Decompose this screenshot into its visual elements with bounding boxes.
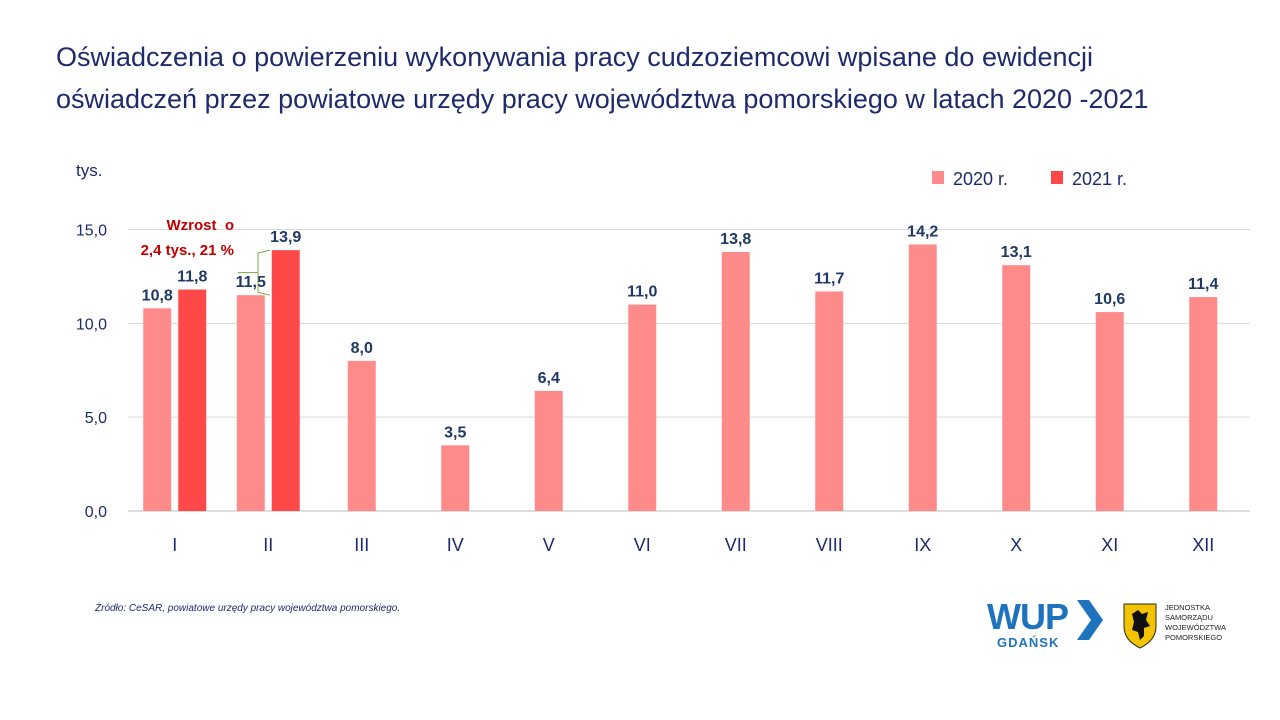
griffin-icon xyxy=(1132,610,1150,640)
bar-2020-II xyxy=(236,295,265,511)
y-unit-label: tys. xyxy=(76,161,102,180)
annotation-line-2: 2,4 tys., 21 % xyxy=(141,242,234,259)
data-label: 10,6 xyxy=(1094,291,1125,308)
bar-2020-I xyxy=(143,308,172,511)
bar-2020-IX xyxy=(908,244,937,511)
bar-2021-I xyxy=(178,289,207,511)
bar-2020-III xyxy=(347,360,376,511)
data-label: 13,1 xyxy=(1001,244,1032,261)
annotation-line-1: Wzrost o xyxy=(167,217,235,234)
data-label: 14,2 xyxy=(907,224,938,241)
data-labels: 10,811,8 11,5 13,9 8,0 3,5 6,4 11,0 13,8 11,7 14,… xyxy=(142,224,1219,442)
chart-title-line-1: Oświadczenia o powierzeniu wykonywania p… xyxy=(56,42,1094,72)
bar-2020-V xyxy=(534,390,563,511)
bars xyxy=(143,244,1218,512)
bar-2020-VI xyxy=(628,304,657,511)
bar-2020-XI xyxy=(1095,312,1124,511)
x-tick-label: VII xyxy=(725,535,747,555)
data-label: 8,0 xyxy=(351,340,373,357)
region-logo-line: JEDNOSTKA xyxy=(1165,603,1210,612)
legend-swatch xyxy=(1051,171,1063,184)
data-label: 3,5 xyxy=(444,424,466,441)
gridlines xyxy=(128,229,1250,512)
bar-2020-X xyxy=(1002,265,1031,511)
x-tick-label: V xyxy=(543,535,555,555)
region-logo-line: WOJEWÓDZTWA xyxy=(1165,623,1226,632)
wup-arrow-icon xyxy=(1077,600,1103,640)
x-tick-label: III xyxy=(354,535,369,555)
data-label: 11,0 xyxy=(627,284,657,301)
growth-annotation: Wzrost o 2,4 tys., 21 % xyxy=(141,217,271,296)
data-label: 11,4 xyxy=(1188,276,1218,293)
region-logo-line: SAMORZĄDU xyxy=(1165,613,1213,622)
x-tick-label: XII xyxy=(1192,535,1214,555)
y-axis-ticks: 0,0 5,0 10,0 15,0 xyxy=(76,223,107,522)
legend-label: 2021 r. xyxy=(1072,169,1127,189)
data-label: 13,8 xyxy=(720,231,751,248)
bar-2020-VII xyxy=(721,252,750,511)
x-tick-label: IV xyxy=(447,535,464,555)
annotation-bracket xyxy=(238,249,271,296)
legend-label: 2020 r. xyxy=(953,169,1008,189)
y-tick-label: 10,0 xyxy=(76,316,107,333)
region-logo-line: POMORSKIEGO xyxy=(1165,633,1222,642)
legend-swatch xyxy=(932,171,944,184)
chart-title: Oświadczenia o powierzeniu wykonywania p… xyxy=(56,36,1256,120)
x-tick-label: XI xyxy=(1101,535,1118,555)
bar-2020-IV xyxy=(441,445,470,511)
legend: 2020 r. 2021 r. xyxy=(932,169,1127,189)
data-label: 13,9 xyxy=(270,229,301,246)
x-tick-label: VI xyxy=(634,535,651,555)
x-axis-ticks: I II III IV V VI VII VIII IX X XI XII xyxy=(172,535,1214,555)
data-label: 11,7 xyxy=(814,270,844,287)
source-note: Źródło: CeSAR, powiatowe urzędy pracy wo… xyxy=(95,603,401,614)
wup-logo-text: WUP xyxy=(987,596,1068,637)
bar-chart: 0,0 5,0 10,0 15,0 10,811,8 11,5 13,9 8,0 3,5 6,4… xyxy=(76,161,1250,555)
x-tick-label: X xyxy=(1010,535,1022,555)
data-label: 11,5 xyxy=(236,274,266,291)
data-label: 6,4 xyxy=(538,370,560,387)
x-tick-label: IX xyxy=(914,535,931,555)
x-tick-label: II xyxy=(263,535,273,555)
bar-2020-XII xyxy=(1189,297,1218,511)
bar-2021-II xyxy=(271,250,300,512)
y-tick-label: 0,0 xyxy=(85,504,107,521)
y-tick-label: 15,0 xyxy=(76,223,107,240)
wup-logo-subtext: GDAŃSK xyxy=(997,635,1059,650)
bar-2020-VIII xyxy=(815,291,844,511)
y-tick-label: 5,0 xyxy=(85,410,107,427)
wup-gdansk-logo: WUP GDAŃSK xyxy=(987,596,1103,650)
data-label: 11,8 xyxy=(177,269,207,286)
x-tick-label: I xyxy=(172,535,177,555)
chart-title-line-2: oświadczeń przez powiatowe urzędy pracy … xyxy=(56,84,1149,114)
x-tick-label: VIII xyxy=(816,535,843,555)
data-label: 10,8 xyxy=(142,287,173,304)
